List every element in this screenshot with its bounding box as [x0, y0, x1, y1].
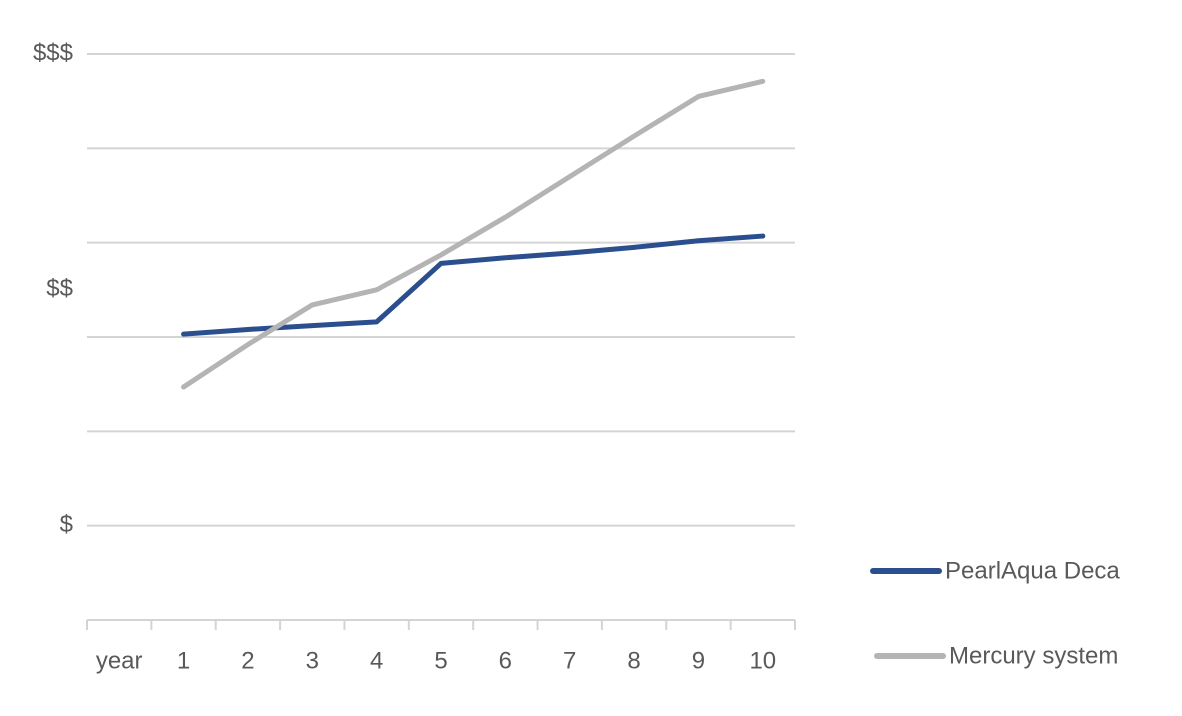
series-line: [181, 78, 766, 390]
series-line: [181, 233, 766, 337]
x-tick-label: 1: [177, 647, 190, 674]
y-tick-label: $: [60, 511, 73, 538]
x-tick-label: 9: [692, 647, 705, 674]
x-tick-label: 3: [306, 647, 319, 674]
legend-label: PearlAqua Deca: [945, 557, 1120, 584]
x-tick-label: 2: [241, 647, 254, 674]
x-tick-label: 6: [499, 647, 512, 674]
legend-label: Mercury system: [949, 642, 1118, 669]
x-tick-label: 10: [749, 647, 776, 674]
x-tick-label: year: [96, 647, 143, 674]
x-tick-label: 5: [434, 647, 447, 674]
y-tick-label: $$: [46, 275, 73, 302]
x-tick-label: 7: [563, 647, 576, 674]
y-tick-label: $$$: [33, 39, 73, 66]
x-tick-label: 4: [370, 647, 383, 674]
x-tick-label: 8: [627, 647, 640, 674]
